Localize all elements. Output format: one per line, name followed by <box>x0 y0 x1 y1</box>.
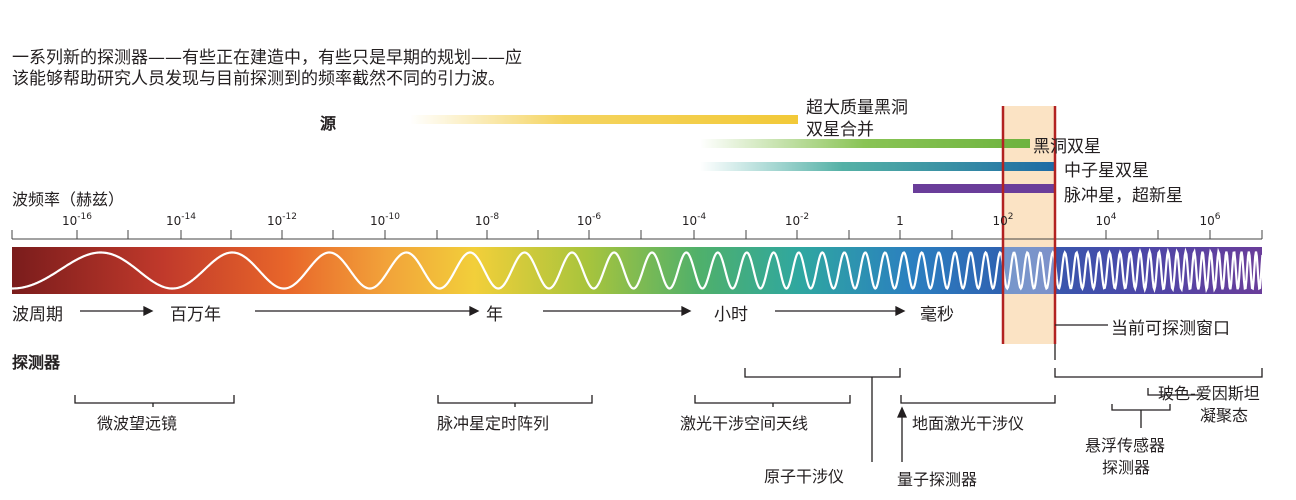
source-bar-bns <box>700 162 1056 171</box>
period-heading: 波周期 <box>12 305 63 325</box>
tick-label: 10-4 <box>681 212 707 228</box>
quantum-arrow <box>896 406 908 462</box>
tick-label: 10-2 <box>784 212 810 228</box>
detector-lisa: 激光干涉空间天线 <box>680 414 809 433</box>
detector-levitated-line1: 悬浮传感器 <box>1085 436 1166 455</box>
source-label-pulsar: 脉冲星，超新星 <box>1064 186 1183 206</box>
tick-label: 10-16 <box>62 212 92 228</box>
source-label-bbh: 黑洞双星 <box>1033 137 1101 157</box>
detector-atom-interferometer: 原子干涉仪 <box>764 467 845 486</box>
source-label-smbh: 超大质量黑洞 <box>806 98 908 118</box>
sources-heading: 源 <box>320 114 337 133</box>
detector-bec-line2: 凝聚态 <box>1200 406 1249 425</box>
detectors-heading: 探测器 <box>12 353 61 372</box>
period-arrows <box>80 305 906 317</box>
current-window-label: 当前可探测窗口 <box>1111 319 1230 339</box>
tick-label: 106 <box>1199 212 1221 228</box>
tick-label: 1 <box>896 214 904 228</box>
tick-label: 102 <box>992 212 1014 228</box>
tick-label: 10-12 <box>267 212 297 228</box>
frequency-heading: 波频率（赫兹） <box>12 190 125 209</box>
source-bar-pulsar <box>913 184 1056 193</box>
tick-label: 104 <box>1095 212 1117 228</box>
source-bar-bbh <box>700 139 1030 148</box>
period-label-ms: 毫秒 <box>920 305 954 325</box>
detector-bec-line1: 玻色-爱因斯坦 <box>1158 384 1260 403</box>
period-label-hour: 小时 <box>714 305 748 325</box>
intro-text: 一系列新的探测器——有些正在建造中，有些只是早期的规划——应 该能够帮助研究人员… <box>12 48 522 90</box>
source-bar-smbh <box>410 115 798 124</box>
detector-levitated-line2: 探测器 <box>1102 458 1151 477</box>
period-label-year: 年 <box>486 305 503 325</box>
axis-ticks <box>11 230 1263 239</box>
detector-quantum: 量子探测器 <box>897 470 978 489</box>
source-label-merger: 双星合并 <box>806 120 874 140</box>
detector-pulsar-timing-array: 脉冲星定时阵列 <box>437 414 550 433</box>
source-label-bns: 中子星双星 <box>1064 161 1149 181</box>
intro-line-1: 一系列新的探测器——有些正在建造中，有些只是早期的规划——应 <box>12 48 522 68</box>
tick-label: 10-6 <box>576 212 602 228</box>
intro-line-2: 该能够帮助研究人员发现与目前探测到的频率截然不同的引力波。 <box>12 69 505 89</box>
tick-label: 10-10 <box>370 212 400 228</box>
period-label-myr: 百万年 <box>170 305 221 325</box>
detector-microwave-telescope: 微波望远镜 <box>97 414 178 433</box>
tick-label: 10-14 <box>166 212 196 228</box>
detector-brackets <box>74 344 1263 462</box>
tick-label: 10-8 <box>474 212 500 228</box>
detector-ground-interferometer: 地面激光干涉仪 <box>912 414 1025 433</box>
